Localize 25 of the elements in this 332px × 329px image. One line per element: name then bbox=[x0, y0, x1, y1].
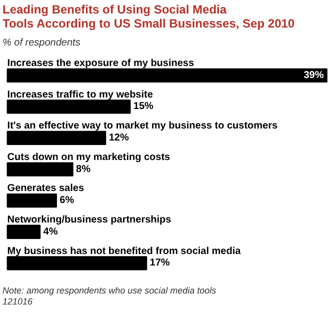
y-tick-label: Increases the exposure of my business bbox=[7, 58, 194, 70]
data-label: 12% bbox=[108, 132, 129, 144]
chart-title: Leading Benefits of Using Social Media Tools According to US Small Businesses, Sep 2010 bbox=[2, 2, 295, 30]
bar bbox=[6, 100, 131, 114]
y-tick-label: Generates sales bbox=[7, 183, 84, 194]
y-tick-label: It's an effective way to market my business to customers bbox=[7, 120, 278, 132]
text: Note: among respondents who use social media tools bbox=[2, 286, 217, 296]
bar bbox=[6, 194, 57, 208]
data-label: 39% bbox=[304, 70, 324, 81]
data-label: 6% bbox=[60, 195, 74, 206]
y-tick-label: Cuts down on my marketing costs bbox=[7, 152, 171, 163]
bar bbox=[6, 162, 74, 176]
chart-subtitle: % of respondents bbox=[2, 38, 80, 48]
bar bbox=[6, 130, 106, 146]
bar bbox=[6, 256, 148, 270]
bar bbox=[6, 68, 328, 82]
data-label: 8% bbox=[76, 164, 91, 175]
data-label: 17% bbox=[150, 258, 170, 269]
text: 121016 bbox=[2, 296, 33, 306]
y-tick-label: Networking/business partnerships bbox=[7, 214, 172, 226]
data-label: 4% bbox=[43, 226, 58, 238]
bar bbox=[6, 224, 41, 239]
y-tick-label: My business has not benefited from social media bbox=[7, 246, 242, 257]
data-label: 15% bbox=[133, 101, 154, 112]
y-tick-label: Increases traffic to my website bbox=[7, 89, 154, 100]
